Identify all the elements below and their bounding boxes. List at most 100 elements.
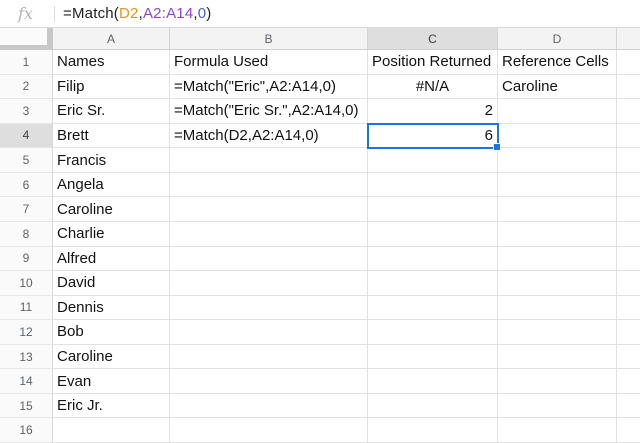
row-header-8[interactable]: 8 xyxy=(0,221,53,247)
row-header-2[interactable]: 2 xyxy=(0,74,53,100)
cell-E1-partial[interactable] xyxy=(617,50,640,75)
row-header-9[interactable]: 9 xyxy=(0,246,53,272)
cell-A4[interactable]: Brett xyxy=(53,123,170,149)
cell-E12-partial[interactable] xyxy=(617,320,640,345)
row-header-11[interactable]: 11 xyxy=(0,295,53,321)
cell-A15[interactable]: Eric Jr. xyxy=(53,393,170,419)
cell-A5[interactable]: Francis xyxy=(53,148,170,173)
cell-B8[interactable] xyxy=(170,221,368,247)
cell-B3[interactable]: =Match("Eric Sr.",A2:A14,0) xyxy=(170,99,368,124)
row-header-7[interactable]: 7 xyxy=(0,197,53,222)
cell-A13[interactable]: Caroline xyxy=(53,344,170,370)
cell-A16[interactable] xyxy=(53,418,170,443)
cell-C6[interactable] xyxy=(368,172,498,198)
cell-B2[interactable]: =Match("Eric",A2:A14,0) xyxy=(170,74,368,100)
cell-E9-partial[interactable] xyxy=(617,247,640,272)
row-header-4[interactable]: 4 xyxy=(0,123,53,149)
cell-E10-partial[interactable] xyxy=(617,271,640,296)
cell-A2[interactable]: Filip xyxy=(53,74,170,100)
cell-D13[interactable] xyxy=(498,344,617,370)
row-header-15[interactable]: 15 xyxy=(0,393,53,419)
cell-D10[interactable] xyxy=(498,271,617,296)
row-header-10[interactable]: 10 xyxy=(0,271,53,296)
cell-A7[interactable]: Caroline xyxy=(53,197,170,222)
cell-D9[interactable] xyxy=(498,246,617,272)
row-header-14[interactable]: 14 xyxy=(0,369,53,394)
cell-B9[interactable] xyxy=(170,246,368,272)
cell-A10[interactable]: David xyxy=(53,271,170,296)
cell-D14[interactable] xyxy=(498,369,617,394)
cell-E4-partial[interactable] xyxy=(617,124,640,149)
cell-E14-partial[interactable] xyxy=(617,369,640,394)
cell-C11[interactable] xyxy=(368,295,498,321)
column-header-partial[interactable] xyxy=(617,28,640,50)
cell-B14[interactable] xyxy=(170,369,368,394)
cell-B4[interactable]: =Match(D2,A2:A14,0) xyxy=(170,123,368,149)
cell-D5[interactable] xyxy=(498,148,617,173)
cell-D4[interactable] xyxy=(498,123,617,149)
cell-B11[interactable] xyxy=(170,295,368,321)
column-header-A[interactable]: A xyxy=(53,28,170,50)
column-header-C[interactable]: C xyxy=(368,28,498,50)
cell-D8[interactable] xyxy=(498,221,617,247)
cell-C10[interactable] xyxy=(368,271,498,296)
row-header-3[interactable]: 3 xyxy=(0,99,53,124)
row-header-13[interactable]: 13 xyxy=(0,344,53,370)
cell-A9[interactable]: Alfred xyxy=(53,246,170,272)
cell-A1[interactable]: Names xyxy=(53,50,170,75)
cell-C12[interactable] xyxy=(368,320,498,345)
cell-E2-partial[interactable] xyxy=(617,75,640,100)
cell-C2[interactable]: #N/A xyxy=(368,74,498,100)
cell-D1[interactable]: Reference Cells xyxy=(498,50,617,75)
cell-E3-partial[interactable] xyxy=(617,99,640,124)
cell-B6[interactable] xyxy=(170,172,368,198)
select-all-corner[interactable] xyxy=(0,28,53,50)
cell-E15-partial[interactable] xyxy=(617,394,640,419)
row-header-5[interactable]: 5 xyxy=(0,148,53,173)
cell-B12[interactable] xyxy=(170,320,368,345)
cell-B10[interactable] xyxy=(170,271,368,296)
cell-B7[interactable] xyxy=(170,197,368,222)
cell-A12[interactable]: Bob xyxy=(53,320,170,345)
cell-C14[interactable] xyxy=(368,369,498,394)
cell-C7[interactable] xyxy=(368,197,498,222)
cell-C5[interactable] xyxy=(368,148,498,173)
cell-A3[interactable]: Eric Sr. xyxy=(53,99,170,124)
cell-C4[interactable]: 6 xyxy=(368,123,498,149)
row-header-1[interactable]: 1 xyxy=(0,50,53,75)
row-header-16[interactable]: 16 xyxy=(0,418,53,443)
cell-D12[interactable] xyxy=(498,320,617,345)
cell-E16-partial[interactable] xyxy=(617,418,640,443)
cell-D15[interactable] xyxy=(498,393,617,419)
cell-E7-partial[interactable] xyxy=(617,197,640,222)
cell-D11[interactable] xyxy=(498,295,617,321)
cell-E5-partial[interactable] xyxy=(617,148,640,173)
column-header-B[interactable]: B xyxy=(170,28,368,50)
cell-A8[interactable]: Charlie xyxy=(53,221,170,247)
row-header-6[interactable]: 6 xyxy=(0,172,53,198)
cell-D16[interactable] xyxy=(498,418,617,443)
cell-B1[interactable]: Formula Used xyxy=(170,50,368,75)
cell-C15[interactable] xyxy=(368,393,498,419)
cell-E8-partial[interactable] xyxy=(617,222,640,247)
formula-input[interactable]: =Match(D2,A2:A14,0) xyxy=(63,5,212,22)
cell-C16[interactable] xyxy=(368,418,498,443)
cell-A14[interactable]: Evan xyxy=(53,369,170,394)
cell-B13[interactable] xyxy=(170,344,368,370)
cell-E11-partial[interactable] xyxy=(617,296,640,321)
cell-C13[interactable] xyxy=(368,344,498,370)
cell-B16[interactable] xyxy=(170,418,368,443)
cell-D7[interactable] xyxy=(498,197,617,222)
cell-C3[interactable]: 2 xyxy=(368,99,498,124)
cell-E13-partial[interactable] xyxy=(617,345,640,370)
column-header-D[interactable]: D xyxy=(498,28,617,50)
cell-C1[interactable]: Position Returned xyxy=(368,50,498,75)
cell-D3[interactable] xyxy=(498,99,617,124)
cell-D2[interactable]: Caroline xyxy=(498,74,617,100)
cell-A11[interactable]: Dennis xyxy=(53,295,170,321)
cell-E6-partial[interactable] xyxy=(617,173,640,198)
cell-B15[interactable] xyxy=(170,393,368,419)
row-header-12[interactable]: 12 xyxy=(0,320,53,345)
cell-C9[interactable] xyxy=(368,246,498,272)
cell-A6[interactable]: Angela xyxy=(53,172,170,198)
